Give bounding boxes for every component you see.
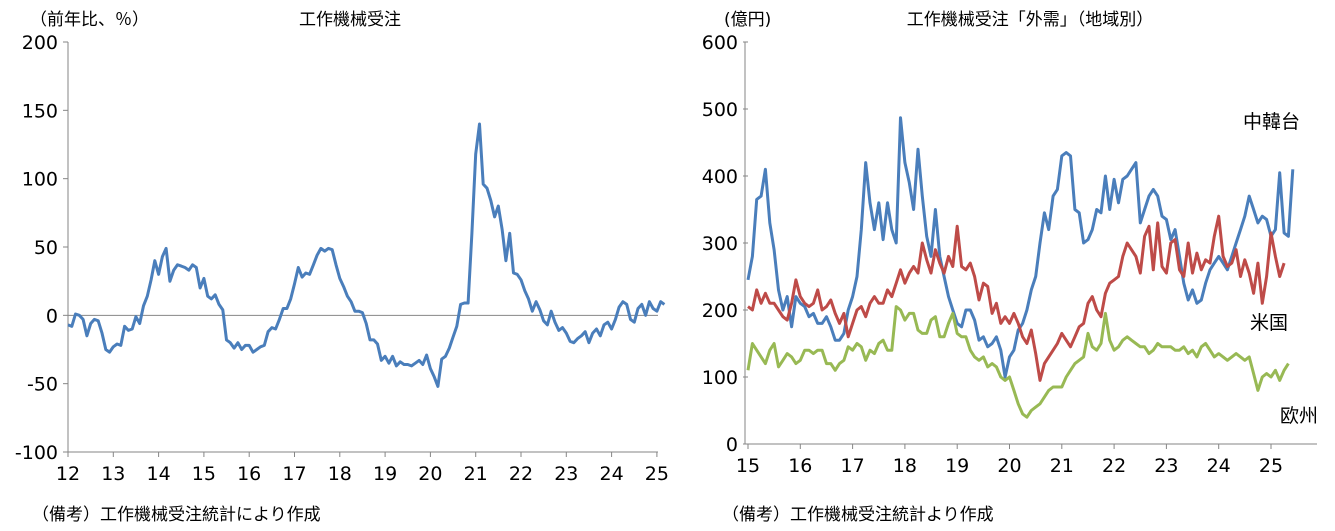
right-chart: (億円) 工作機械受注「外需」（地域別） 600 500 400 300 200 100 0…: [702, 10, 1318, 477]
right-ytick-label: 500: [702, 99, 738, 121]
right-ytick-label: 300: [702, 233, 738, 255]
left-xtick-label: 17: [282, 463, 306, 485]
left-ytick-label: 100: [22, 169, 58, 191]
right-xtick-label: 15: [736, 455, 760, 477]
left-xtick-label: 13: [101, 463, 125, 485]
left-series-line-0: [67, 122, 666, 388]
left-xtick-label: 19: [373, 463, 397, 485]
right-xtick-label: 17: [841, 455, 865, 477]
legend-label-chinakoreataiwan: 中韓台: [1243, 111, 1300, 133]
legend-label-us: 米国: [1250, 312, 1288, 334]
left-ytick-label: 50: [34, 237, 58, 259]
left-ytick-label: 200: [22, 32, 58, 54]
right-xtick-label: 18: [893, 455, 917, 477]
right-xtick-label: 23: [1154, 455, 1178, 477]
right-xtick-label: 16: [788, 455, 812, 477]
left-xtick-label: 21: [464, 463, 488, 485]
right-ytick-label: 600: [702, 32, 738, 54]
right-ytick-label: 400: [702, 166, 738, 188]
right-source-note: （備考）工作機械受注統計より作成: [722, 505, 994, 525]
left-unit-label: （前年比、％）: [30, 10, 149, 30]
right-ytick-label: 100: [702, 367, 738, 389]
right-xtick-label: 21: [1050, 455, 1074, 477]
right-ytick-label: 0: [726, 434, 738, 456]
right-xtick-label: 19: [945, 455, 969, 477]
right-ytick-label: 200: [702, 300, 738, 322]
right-unit-label: (億円): [724, 10, 771, 30]
left-ytick-label: 150: [22, 100, 58, 122]
left-xtick-label: 22: [509, 463, 533, 485]
left-xtick-label: 18: [328, 463, 352, 485]
right-xtick-label: 24: [1207, 455, 1231, 477]
left-xtick-label: 16: [237, 463, 261, 485]
right-chart-title: 工作機械受注「外需」（地域別）: [907, 10, 1154, 30]
left-ytick-label: -100: [15, 442, 58, 464]
left-ytick-label: -50: [27, 374, 58, 396]
left-xtick-label: 14: [147, 463, 171, 485]
right-series-line-2: [746, 305, 1290, 419]
left-xtick-label: 12: [56, 463, 80, 485]
right-series-line-1: [747, 214, 1286, 382]
right-xtick-label: 20: [997, 455, 1021, 477]
left-chart-title: 工作機械受注: [299, 10, 401, 30]
left-source-note: （備考）工作機械受注統計により作成: [32, 505, 321, 525]
left-chart: （前年比、％） 工作機械受注 200 150 100 50 0 -50 -100 12 13 1…: [15, 10, 669, 485]
right-xtick-label: 25: [1259, 455, 1283, 477]
legend-label-europe: 欧州: [1280, 405, 1318, 427]
left-ytick-label: 0: [46, 305, 58, 327]
left-xtick-label: 24: [600, 463, 624, 485]
left-xtick-label: 25: [645, 463, 669, 485]
left-xtick-label: 15: [192, 463, 216, 485]
left-xtick-label: 23: [554, 463, 578, 485]
right-xtick-label: 22: [1102, 455, 1126, 477]
left-xtick-label: 20: [418, 463, 442, 485]
